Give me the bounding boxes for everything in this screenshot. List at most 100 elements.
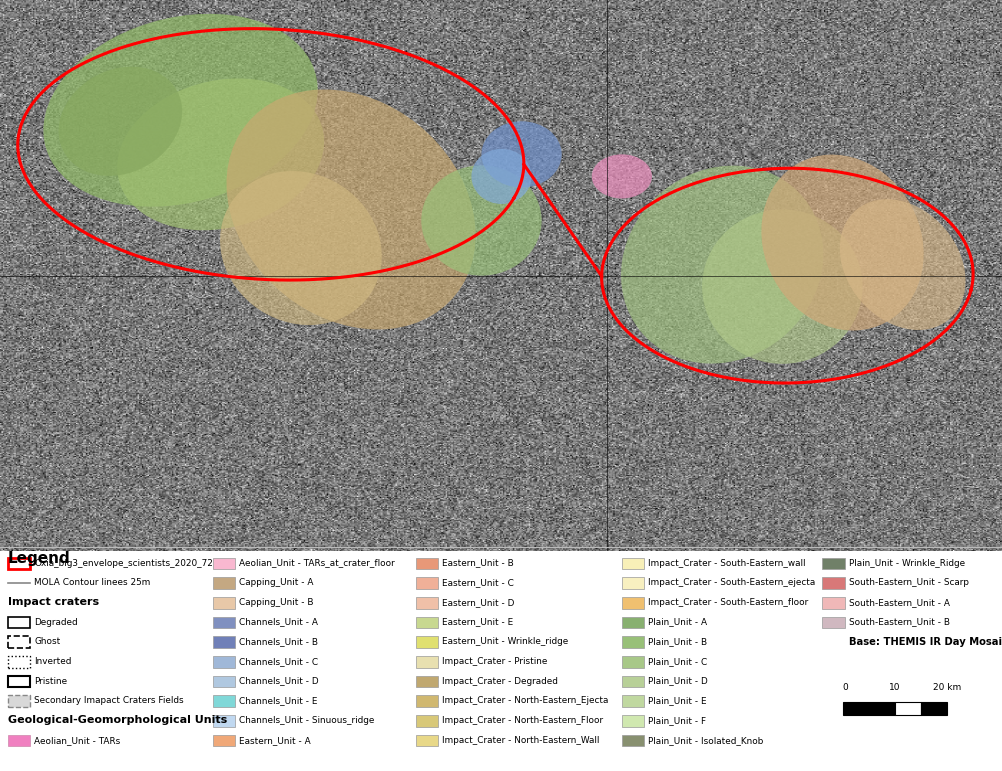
Text: Plain_Unit - A: Plain_Unit - A [647,618,706,627]
Bar [822,557,844,569]
Bar [8,617,30,628]
Bar [212,675,234,688]
Ellipse shape [481,121,561,187]
Bar [416,577,438,589]
Text: Secondary Imapact Craters Fields: Secondary Imapact Craters Fields [34,696,183,705]
Bar [621,557,643,569]
Bar [416,617,438,628]
Text: Plain_Unit - Wrinkle_Ridge: Plain_Unit - Wrinkle_Ridge [848,558,964,567]
Text: Eastern_Unit - E: Eastern_Unit - E [442,618,513,627]
Text: South-Eastern_Unit - Scarp: South-Eastern_Unit - Scarp [848,578,968,588]
Text: South-Eastern_Unit - B: South-Eastern_Unit - B [848,618,949,627]
Bar [416,735,438,746]
Text: 10: 10 [888,682,900,692]
Text: Channels_Unit - B: Channels_Unit - B [238,638,318,646]
Text: Plain_Unit - C: Plain_Unit - C [647,657,706,666]
Bar [416,695,438,707]
Text: Eastern_Unit - D: Eastern_Unit - D [442,598,514,607]
Bar [621,597,643,608]
Text: Plain_Unit - D: Plain_Unit - D [647,677,707,685]
Bar [621,715,643,727]
Bar [894,702,920,715]
Text: Plain_Unit - E: Plain_Unit - E [647,696,705,705]
Text: Impact craters: Impact craters [8,598,99,608]
Bar [212,656,234,668]
Text: South-Eastern_Unit - A: South-Eastern_Unit - A [848,598,949,607]
Bar [212,636,234,648]
Bar [416,715,438,727]
Bar [416,675,438,688]
Bar [416,557,438,569]
Bar [8,735,30,746]
Text: Impact_Crater - Degraded: Impact_Crater - Degraded [442,677,558,685]
Text: Base: THEMIS IR Day Mosaic: Base: THEMIS IR Day Mosaic [848,637,1002,647]
Text: Capping_Unit - B: Capping_Unit - B [238,598,313,607]
Bar [822,617,844,628]
Text: Oxia_big3_envelope_scientists_2020_72: Oxia_big3_envelope_scientists_2020_72 [34,558,212,567]
Text: Legend: Legend [8,550,71,566]
Ellipse shape [620,166,823,364]
Text: Channels_Unit - C: Channels_Unit - C [238,657,318,666]
Text: Capping_Unit - A: Capping_Unit - A [238,578,313,588]
Text: Ghost: Ghost [34,638,60,646]
Text: Eastern_Unit - A: Eastern_Unit - A [238,736,311,745]
Bar [212,597,234,608]
Text: 0: 0 [842,682,848,692]
Text: Impact_Crater - North-Eastern_Ejecta: Impact_Crater - North-Eastern_Ejecta [442,696,608,705]
Text: Impact_Crater - South-Eastern_wall: Impact_Crater - South-Eastern_wall [647,558,805,567]
Bar [8,675,30,688]
Bar [416,636,438,648]
Bar [621,656,643,668]
Bar [621,735,643,746]
Text: Geological-Geomorphological Units: Geological-Geomorphological Units [8,715,227,726]
Text: Channels_Unit - E: Channels_Unit - E [238,696,317,705]
Text: Plain_Unit - F: Plain_Unit - F [647,716,705,725]
Bar [920,702,946,715]
Text: 20 km: 20 km [932,682,960,692]
Text: Degraded: Degraded [34,618,77,627]
Bar [621,695,643,707]
Text: Impact_Crater - South-Eastern_floor: Impact_Crater - South-Eastern_floor [647,598,808,607]
Bar [621,636,643,648]
Bar [621,577,643,589]
Text: Inverted: Inverted [34,657,71,666]
Ellipse shape [58,66,182,176]
Text: Channels_Unit - Sinuous_ridge: Channels_Unit - Sinuous_ridge [238,716,374,725]
Bar [212,557,234,569]
Text: Channels_Unit - D: Channels_Unit - D [238,677,318,685]
Bar [8,695,30,707]
Bar [822,597,844,608]
Text: Eastern_Unit - B: Eastern_Unit - B [442,558,514,567]
Text: Impact_Crater - North-Eastern_Wall: Impact_Crater - North-Eastern_Wall [442,736,599,745]
Ellipse shape [761,155,923,331]
Text: Impact_Crater - South-Eastern_ejecta: Impact_Crater - South-Eastern_ejecta [647,578,815,588]
Text: Plain_Unit - B: Plain_Unit - B [647,638,706,646]
Text: Aeolian_Unit - TARs: Aeolian_Unit - TARs [34,736,120,745]
Text: Eastern_Unit - C: Eastern_Unit - C [442,578,514,588]
Bar [212,695,234,707]
Text: MOLA Contour linees 25m: MOLA Contour linees 25m [34,578,150,588]
Text: Eastern_Unit - Wrinkle_ridge: Eastern_Unit - Wrinkle_ridge [442,638,568,646]
Ellipse shape [471,149,531,204]
Bar [212,715,234,727]
Bar [212,735,234,746]
Bar [8,636,30,648]
Bar [8,557,30,569]
Text: Pristine: Pristine [34,677,67,685]
Ellipse shape [43,14,318,207]
Bar [416,656,438,668]
Bar [416,597,438,608]
Text: Impact_Crater - Pristine: Impact_Crater - Pristine [442,657,547,666]
Bar [8,656,30,668]
Ellipse shape [219,171,382,325]
Ellipse shape [421,166,541,276]
Text: Plain_Unit - Isolated_Knob: Plain_Unit - Isolated_Knob [647,736,763,745]
Ellipse shape [839,199,965,330]
Ellipse shape [117,79,324,231]
Ellipse shape [226,89,475,329]
Bar [842,702,894,715]
Bar [212,617,234,628]
Text: Impact_Crater - North-Eastern_Floor: Impact_Crater - North-Eastern_Floor [442,716,603,725]
Bar [621,675,643,688]
Ellipse shape [701,210,862,364]
